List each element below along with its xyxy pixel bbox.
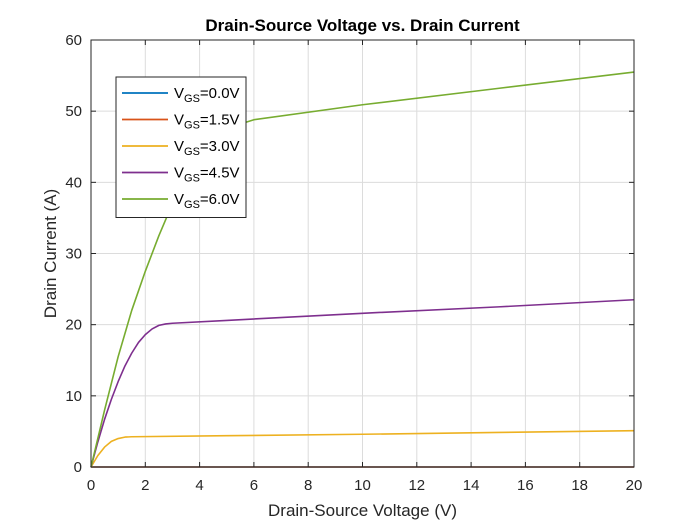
legend-label: VGS=3.0V bbox=[174, 138, 240, 158]
x-tick-label: 0 bbox=[87, 477, 95, 494]
y-tick-label: 40 bbox=[65, 174, 82, 191]
x-tick-label: 20 bbox=[626, 477, 643, 494]
legend-label: VGS=1.5V bbox=[174, 112, 240, 132]
x-tick-label: 6 bbox=[250, 477, 258, 494]
x-axis-label: Drain-Source Voltage (V) bbox=[268, 501, 457, 520]
legend-label: VGS=0.0V bbox=[174, 85, 240, 105]
x-tick-label: 10 bbox=[354, 477, 371, 494]
series-line-2 bbox=[90, 429, 635, 468]
axis-ticks: 0 2 4 6 8 10 12 14 16 18 20 0 10 20 30 40 50 60 bbox=[65, 32, 642, 494]
y-tick-label: 60 bbox=[65, 32, 82, 49]
y-axis-label: Drain Current (A) bbox=[41, 189, 60, 318]
x-tick-label: 14 bbox=[463, 477, 480, 494]
x-tick-label: 4 bbox=[195, 477, 203, 494]
y-tick-label: 50 bbox=[65, 103, 82, 120]
legend-label: VGS=4.5V bbox=[174, 165, 240, 185]
y-tick-label: 20 bbox=[65, 317, 82, 334]
x-tick-label: 12 bbox=[408, 477, 425, 494]
x-tick-label: 16 bbox=[517, 477, 534, 494]
legend: VGS=0.0V VGS=1.5V VGS=3.0V VGS=4.5V VGS=6.0V bbox=[115, 76, 247, 218]
x-tick-label: 8 bbox=[304, 477, 312, 494]
legend-label: VGS=6.0V bbox=[174, 191, 240, 211]
series-line-3 bbox=[90, 298, 635, 468]
chart-title: Drain-Source Voltage vs. Drain Current bbox=[205, 16, 520, 35]
y-tick-label: 30 bbox=[65, 246, 82, 263]
x-tick-label: 2 bbox=[141, 477, 149, 494]
x-tick-label: 18 bbox=[571, 477, 588, 494]
y-tick-label: 10 bbox=[65, 388, 82, 405]
legend-box bbox=[115, 76, 247, 218]
y-tick-label: 0 bbox=[74, 459, 82, 476]
